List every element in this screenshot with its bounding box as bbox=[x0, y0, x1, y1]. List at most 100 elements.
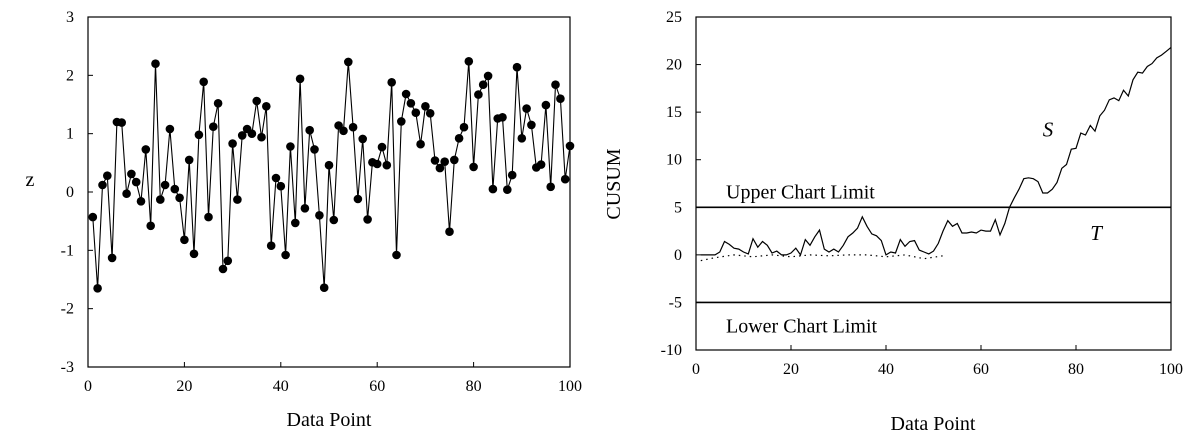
z-data-point bbox=[344, 57, 353, 67]
z-data-point bbox=[401, 89, 411, 99]
z-data-point bbox=[435, 163, 445, 173]
T-series-line bbox=[700, 254, 944, 262]
z-data-point bbox=[295, 74, 305, 84]
right-x-tick-label: 60 bbox=[973, 361, 989, 378]
z-data-point bbox=[233, 195, 242, 204]
z-data-point bbox=[488, 184, 498, 194]
z-data-point bbox=[464, 57, 474, 66]
left-y-tick-label: -1 bbox=[61, 242, 74, 259]
z-data-point bbox=[411, 108, 421, 117]
z-data-point bbox=[546, 182, 555, 192]
left-y-tick-label: 3 bbox=[66, 9, 74, 26]
z-data-point bbox=[406, 99, 416, 108]
z-data-point bbox=[315, 211, 324, 220]
z-data-point bbox=[507, 170, 517, 180]
z-data-point bbox=[146, 221, 155, 231]
z-data-point bbox=[160, 180, 170, 190]
right-y-tick-label: -5 bbox=[669, 294, 682, 311]
z-data-point bbox=[252, 96, 261, 106]
z-data-point bbox=[358, 134, 368, 144]
z-data-point bbox=[416, 139, 425, 149]
z-data-point bbox=[445, 227, 454, 236]
z-data-point bbox=[353, 194, 363, 204]
z-data-point bbox=[397, 117, 406, 126]
left-x-tick-label: 80 bbox=[466, 378, 482, 395]
z-data-point bbox=[305, 125, 315, 135]
z-data-point bbox=[103, 171, 112, 180]
right-x-tick-label: 100 bbox=[1159, 361, 1183, 378]
z-data-point bbox=[503, 185, 512, 194]
left-y-tick-labels: -3 -2 -1 0 1 2 3 bbox=[61, 9, 74, 376]
z-data-point bbox=[425, 109, 435, 118]
z-data-point bbox=[228, 139, 237, 148]
z-data-point bbox=[189, 249, 199, 259]
z-data-point bbox=[156, 195, 165, 204]
z-data-point bbox=[551, 80, 560, 89]
z-data-point bbox=[291, 218, 300, 228]
right-y-tick-label: 25 bbox=[666, 9, 682, 26]
left-y-tick-label: 1 bbox=[66, 126, 74, 143]
z-data-point bbox=[310, 145, 319, 154]
z-data-point bbox=[440, 157, 450, 166]
z-data-point bbox=[512, 62, 522, 72]
z-data-point bbox=[141, 145, 151, 154]
z-data-point bbox=[271, 173, 281, 183]
z-data-point bbox=[517, 134, 527, 143]
z-data-point bbox=[300, 204, 310, 213]
left-y-axis-title: z bbox=[26, 169, 35, 191]
z-series-points bbox=[88, 57, 575, 293]
z-data-point bbox=[184, 155, 194, 165]
z-data-point bbox=[204, 212, 213, 222]
left-x-tick-label: 0 bbox=[84, 378, 92, 395]
z-data-point bbox=[474, 90, 483, 99]
right-y-axis-title: CUSUM bbox=[603, 148, 625, 219]
z-data-point bbox=[324, 160, 334, 170]
z-data-point bbox=[565, 141, 575, 151]
left-y-tick-label: 0 bbox=[66, 184, 74, 201]
z-data-point bbox=[131, 177, 141, 187]
right-y-tick-label: 0 bbox=[674, 247, 682, 264]
right-y-tick-label: 5 bbox=[674, 199, 682, 216]
z-data-point bbox=[199, 77, 208, 87]
right-y-tick-label: 20 bbox=[666, 57, 682, 74]
z-data-point bbox=[421, 102, 430, 111]
upper-chart-limit-label: Upper Chart Limit bbox=[726, 181, 875, 203]
z-data-point bbox=[392, 250, 401, 260]
z-data-point bbox=[93, 284, 102, 293]
S-series-line bbox=[700, 46, 1172, 257]
z-data-point bbox=[363, 215, 372, 224]
cusum-line-chart: -10 -5 0 5 10 15 20 25 0 20 40 60 80 100 Upper Chart… bbox=[603, 9, 1183, 435]
z-series-line bbox=[92, 61, 571, 289]
lower-chart-limit-label: Lower Chart Limit bbox=[726, 315, 878, 337]
z-data-point bbox=[88, 212, 98, 222]
z-data-point bbox=[348, 122, 358, 132]
z-data-point bbox=[454, 134, 464, 143]
left-y-tick-label: -3 bbox=[61, 359, 74, 376]
z-data-point bbox=[281, 250, 290, 260]
z-data-point bbox=[117, 118, 126, 127]
S-series-label: S bbox=[1043, 118, 1054, 142]
z-data-point bbox=[194, 130, 204, 140]
z-data-point bbox=[266, 241, 276, 250]
right-y-tick-label: -10 bbox=[661, 342, 682, 359]
z-data-point bbox=[127, 169, 136, 179]
z-data-point bbox=[522, 104, 531, 113]
left-x-tick-label: 100 bbox=[558, 378, 582, 395]
chart-limit-lines bbox=[696, 206, 1171, 304]
z-data-point bbox=[319, 283, 329, 293]
z-data-point bbox=[122, 189, 131, 198]
z-data-point bbox=[329, 215, 339, 225]
z-data-point bbox=[98, 180, 107, 190]
right-plot-frame bbox=[695, 16, 1172, 351]
right-y-tick-labels: -10 -5 0 5 10 15 20 25 bbox=[661, 9, 682, 359]
left-tick-marks bbox=[87, 16, 571, 368]
z-data-point bbox=[469, 162, 478, 172]
z-data-point bbox=[450, 155, 459, 165]
left-y-tick-label: -2 bbox=[61, 301, 74, 318]
z-data-point bbox=[151, 59, 160, 68]
T-series-label: T bbox=[1090, 221, 1103, 245]
z-data-point bbox=[478, 80, 488, 89]
left-x-tick-label: 60 bbox=[369, 378, 385, 395]
z-data-point bbox=[276, 181, 286, 191]
z-data-point bbox=[262, 102, 271, 111]
